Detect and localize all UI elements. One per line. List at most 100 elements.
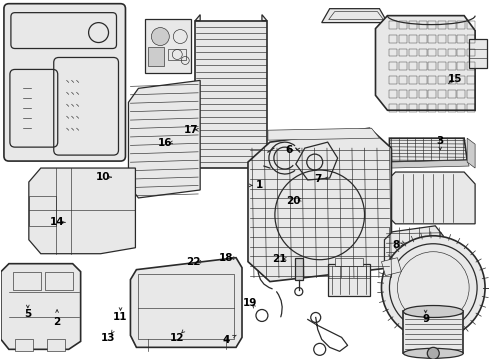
Bar (390, 21, 397, 28)
Bar (418, 49, 427, 57)
Bar (448, 76, 456, 84)
Bar (146, 19, 191, 73)
Bar (403, 311, 463, 353)
Bar (458, 49, 466, 57)
Polygon shape (384, 172, 475, 224)
Bar (467, 76, 475, 84)
Bar (467, 49, 475, 57)
Bar (458, 21, 466, 28)
Bar (458, 90, 466, 98)
Bar (335, 258, 363, 266)
Bar (467, 21, 475, 28)
Text: 1: 1 (256, 180, 263, 190)
Bar (148, 46, 164, 67)
Bar (390, 49, 397, 57)
Polygon shape (15, 339, 33, 351)
Bar (195, 21, 267, 168)
Text: 22: 22 (187, 257, 201, 267)
Bar (138, 274, 234, 339)
Bar (428, 21, 436, 28)
Bar (390, 76, 397, 84)
Polygon shape (29, 168, 135, 254)
Circle shape (151, 28, 169, 45)
Bar (418, 76, 427, 84)
Bar (399, 90, 407, 98)
Text: 2: 2 (53, 317, 61, 327)
Bar (418, 90, 427, 98)
Bar (438, 104, 446, 112)
Bar (428, 90, 436, 98)
Polygon shape (195, 15, 200, 21)
Bar (428, 35, 436, 42)
Bar (438, 49, 446, 57)
Bar (399, 76, 407, 84)
Polygon shape (262, 15, 267, 21)
Bar (418, 35, 427, 42)
Bar (295, 258, 303, 280)
Bar (418, 21, 427, 28)
Bar (418, 104, 427, 112)
Text: 20: 20 (287, 196, 301, 206)
Text: 16: 16 (158, 139, 172, 148)
Text: 5: 5 (24, 310, 31, 319)
Bar (448, 35, 456, 42)
Circle shape (427, 347, 439, 359)
Text: 3: 3 (437, 136, 444, 145)
Bar (399, 104, 407, 112)
Bar (448, 104, 456, 112)
Bar (399, 21, 407, 28)
Bar (418, 62, 427, 71)
Bar (467, 35, 475, 42)
Polygon shape (382, 258, 401, 276)
Polygon shape (322, 9, 388, 23)
Polygon shape (375, 15, 475, 110)
Bar (428, 49, 436, 57)
Polygon shape (296, 142, 338, 180)
Polygon shape (390, 138, 467, 162)
Bar (458, 35, 466, 42)
Polygon shape (47, 339, 65, 351)
Bar (438, 62, 446, 71)
Bar (409, 35, 417, 42)
Bar (467, 62, 475, 71)
Bar (409, 76, 417, 84)
Bar (13, 272, 41, 289)
Bar (458, 76, 466, 84)
Polygon shape (1, 264, 81, 349)
Bar (409, 49, 417, 57)
Bar (458, 104, 466, 112)
Bar (428, 62, 436, 71)
Bar (45, 272, 73, 289)
Bar (448, 90, 456, 98)
Polygon shape (248, 128, 392, 282)
Text: 17: 17 (184, 125, 198, 135)
Bar (438, 35, 446, 42)
Text: 9: 9 (422, 314, 429, 324)
Polygon shape (128, 80, 200, 198)
Text: 12: 12 (170, 333, 184, 343)
Bar (438, 76, 446, 84)
Text: 6: 6 (285, 144, 293, 154)
Bar (428, 76, 436, 84)
Bar (399, 49, 407, 57)
Bar (409, 62, 417, 71)
Polygon shape (390, 160, 469, 168)
Bar (328, 264, 369, 296)
Bar (390, 35, 397, 42)
Bar (458, 62, 466, 71)
Bar (390, 62, 397, 71)
Bar (168, 49, 186, 60)
Bar (409, 90, 417, 98)
Text: 13: 13 (101, 333, 116, 343)
Text: 15: 15 (448, 74, 462, 84)
Bar (399, 35, 407, 42)
FancyBboxPatch shape (4, 4, 125, 161)
Text: 7: 7 (315, 174, 322, 184)
Bar (438, 21, 446, 28)
Text: 4: 4 (223, 334, 230, 345)
Bar (428, 104, 436, 112)
Polygon shape (385, 226, 443, 276)
Bar (390, 90, 397, 98)
Text: 10: 10 (96, 172, 111, 182)
Bar (467, 90, 475, 98)
